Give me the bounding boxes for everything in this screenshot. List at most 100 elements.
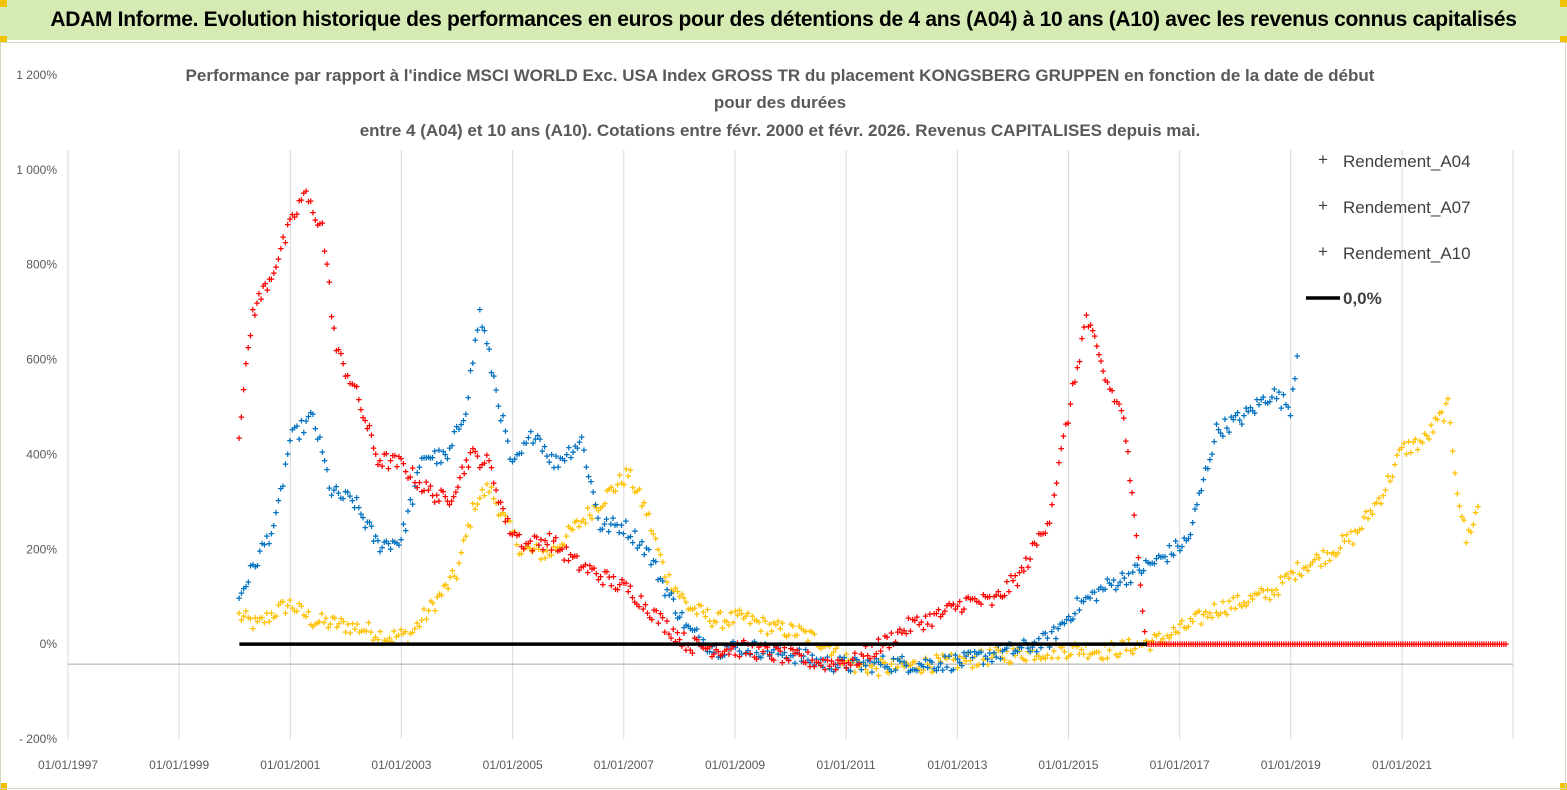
data-point: +	[839, 656, 845, 668]
data-point: +	[440, 447, 446, 459]
data-point: +	[1245, 597, 1251, 609]
data-point: +	[892, 663, 898, 675]
data-point: +	[1264, 398, 1270, 410]
data-point: +	[1166, 541, 1172, 553]
data-point: +	[865, 655, 871, 667]
data-point: +	[505, 516, 511, 528]
data-point: +	[296, 598, 302, 610]
data-point: +	[1392, 460, 1398, 472]
data-point: +	[1023, 553, 1029, 565]
data-point: +	[582, 559, 588, 571]
data-point: +	[794, 645, 800, 657]
chart-frame	[0, 42, 1566, 789]
data-point: +	[728, 607, 734, 619]
data-point: +	[1170, 639, 1176, 651]
data-point: +	[1115, 581, 1121, 593]
data-point: +	[340, 493, 346, 505]
data-point: +	[516, 448, 522, 460]
data-point: +	[670, 624, 676, 636]
data-point: +	[585, 471, 591, 483]
data-point: +	[1185, 534, 1191, 546]
data-point: +	[1276, 387, 1282, 399]
data-point: +	[957, 658, 963, 670]
data-point: +	[559, 544, 565, 556]
data-point: +	[713, 644, 719, 656]
data-point: +	[1226, 596, 1232, 608]
data-point: +	[841, 657, 847, 669]
data-point: +	[518, 542, 524, 554]
data-point: +	[1063, 653, 1069, 665]
data-point: +	[1087, 593, 1093, 605]
data-point: +	[1237, 415, 1243, 427]
data-point: +	[578, 517, 584, 529]
data-point: +	[899, 658, 905, 670]
data-point: +	[266, 538, 272, 550]
data-point: +	[974, 596, 980, 608]
data-point: +	[377, 627, 383, 639]
data-point: +	[412, 624, 418, 636]
chart-title-line-3: entre 4 (A04) et 10 ans (A10). Cotations…	[360, 121, 1201, 140]
data-point: +	[1211, 599, 1217, 611]
data-point: +	[989, 652, 995, 664]
data-point: +	[753, 654, 759, 666]
data-point: +	[623, 516, 629, 528]
x-tick-label: 01/01/2009	[705, 758, 765, 772]
data-point: +	[1150, 639, 1156, 651]
data-point: +	[991, 592, 997, 604]
data-point: +	[520, 544, 526, 556]
data-point: +	[1276, 639, 1282, 651]
data-point: +	[1468, 527, 1474, 539]
data-point: +	[1305, 639, 1311, 651]
data-point: +	[1285, 639, 1291, 651]
data-point: +	[882, 662, 888, 674]
data-point: +	[1466, 639, 1472, 651]
data-point: +	[1076, 605, 1082, 617]
data-point: +	[640, 604, 646, 616]
data-point: +	[847, 655, 853, 667]
data-point: +	[1044, 519, 1050, 531]
data-point: +	[634, 486, 640, 498]
data-point: +	[957, 596, 963, 608]
data-point: +	[1016, 646, 1022, 658]
data-point: +	[790, 644, 796, 656]
data-point: +	[1127, 476, 1133, 488]
data-point: +	[512, 454, 518, 466]
data-point: +	[1121, 573, 1127, 585]
data-point: +	[1374, 639, 1380, 651]
data-point: +	[773, 642, 779, 654]
data-point: +	[362, 523, 368, 535]
data-point: +	[484, 339, 490, 351]
data-point: +	[375, 635, 381, 647]
data-point: +	[493, 485, 499, 497]
data-point: +	[820, 642, 826, 654]
data-point: +	[773, 641, 779, 653]
data-point: +	[959, 660, 965, 672]
data-point: +	[1158, 637, 1164, 649]
data-point: +	[366, 421, 372, 433]
data-point: +	[1049, 627, 1055, 639]
data-point: +	[707, 642, 713, 654]
data-point: +	[621, 578, 627, 590]
data-point: +	[1281, 639, 1287, 651]
data-point: +	[946, 651, 952, 663]
data-point: +	[871, 651, 877, 663]
data-point: +	[271, 521, 277, 533]
data-point: +	[907, 626, 913, 638]
data-point: +	[529, 546, 535, 558]
data-point: +	[342, 371, 348, 383]
data-point: +	[1422, 639, 1428, 651]
data-point: +	[457, 472, 463, 484]
data-point: +	[390, 536, 396, 548]
data-point: +	[1198, 486, 1204, 498]
data-point: +	[505, 513, 511, 525]
data-point: +	[666, 590, 672, 602]
data-point: +	[614, 520, 620, 532]
data-point: +	[1008, 658, 1014, 670]
data-point: +	[830, 667, 836, 679]
data-point: +	[717, 607, 723, 619]
data-point: +	[736, 646, 742, 658]
data-point: +	[236, 433, 242, 445]
data-point: +	[472, 447, 478, 459]
data-point: +	[1217, 428, 1223, 440]
data-point: +	[1250, 639, 1256, 651]
